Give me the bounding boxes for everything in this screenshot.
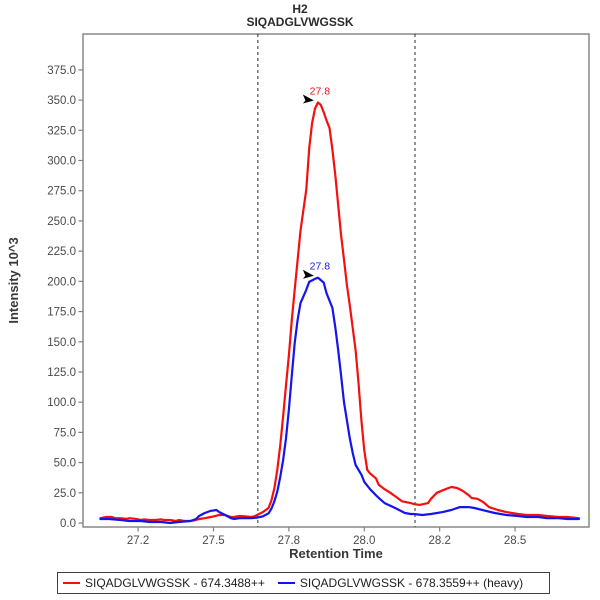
legend: SIQADGLVWGSSK - 674.3488++ SIQADGLVWGSSK…: [57, 572, 550, 594]
y-tick-label: 275.0: [47, 186, 76, 198]
peak-apex-arrow-icon: [302, 94, 314, 104]
y-tick-label: 200.0: [47, 276, 76, 288]
y-tick-label: 25.0: [54, 488, 76, 500]
x-tick-label: 27.2: [127, 535, 149, 547]
x-tick-label: 28.5: [504, 535, 526, 547]
y-tick-label: 300.0: [47, 156, 76, 168]
y-tick-label: 175.0: [47, 307, 76, 319]
y-tick-label: 50.0: [54, 458, 76, 470]
peak-apex-arrow-icon: [302, 269, 314, 279]
legend-swatch-light: [63, 582, 80, 584]
y-tick-label: 150.0: [47, 337, 76, 349]
y-tick-label: 325.0: [47, 125, 76, 137]
plot-area-border: [82, 33, 590, 528]
legend-swatch-heavy: [277, 582, 295, 584]
x-tick-label: 27.5: [202, 535, 224, 547]
y-tick-label: 225.0: [47, 246, 76, 258]
x-axis-title: Retention Time: [289, 546, 383, 561]
chart-title: H2 SIQADGLVWGSSK: [0, 3, 600, 29]
x-tick-label: 27.8: [278, 535, 300, 547]
x-tick-label: 28.2: [428, 535, 450, 547]
peak-apex-rt-label: 27.8: [310, 261, 331, 273]
y-tick-label: 125.0: [47, 367, 76, 379]
heavy-chromatogram-line: [99, 276, 581, 525]
y-tick-label: 75.0: [54, 427, 76, 439]
chart-title-line1: H2: [292, 2, 308, 16]
legend-label-light: SIQADGLVWGSSK - 674.3488++: [85, 576, 265, 590]
chart-title-line2: SIQADGLVWGSSK: [246, 15, 354, 29]
y-tick-label: 100.0: [47, 397, 76, 409]
legend-item-heavy: SIQADGLVWGSSK - 678.3559++ (heavy): [277, 576, 524, 590]
y-tick-label: 0.0: [60, 518, 76, 530]
peak-apex-rt-label: 27.8: [310, 86, 331, 98]
x-tick-label: 28.0: [353, 535, 375, 547]
y-tick-label: 375.0: [47, 65, 76, 77]
y-axis-title: Intensity 10^3: [6, 237, 21, 323]
y-tick-label: 350.0: [47, 95, 76, 107]
light-chromatogram-line: [99, 101, 581, 523]
legend-item-light: SIQADGLVWGSSK - 674.3488++: [63, 576, 265, 590]
legend-label-heavy: SIQADGLVWGSSK - 678.3559++ (heavy): [299, 576, 524, 590]
y-tick-label: 250.0: [47, 216, 76, 228]
